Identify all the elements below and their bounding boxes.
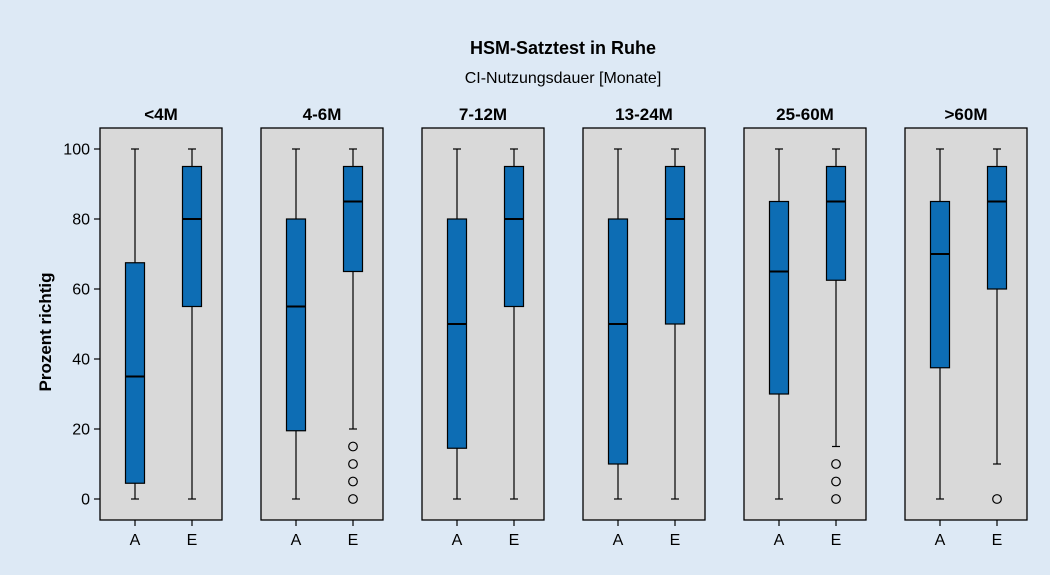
panel-2-e-outlier-4 [348, 494, 358, 504]
panel-6-a-x-tick-label: A [935, 532, 946, 549]
panel-5-e-outlier-3 [831, 494, 841, 504]
panel-3-a-box [446, 218, 468, 449]
y-tick-label-40: 40 [72, 352, 90, 369]
panel-6-e-box [986, 165, 1008, 290]
panel-2-e-outlier-3 [348, 476, 358, 487]
panel-4-a-x-tick-label: A [613, 532, 624, 549]
y-tick-label-60: 60 [72, 282, 90, 299]
panel-2-e-outlier-1 [348, 441, 358, 452]
panel-4-a-box [607, 218, 629, 465]
facet-panels: <4M A E 4-6M A E 7-12M A E 13-24M A E 25-60M A E >60M A E [99, 105, 1028, 549]
panel-2-background [260, 127, 384, 521]
panel-5-e-x-tick-label: E [831, 532, 842, 549]
panel-5-background [743, 127, 867, 521]
panel-6-e-outlier-1 [992, 494, 1002, 504]
panel-2-e-x-tick-label: E [348, 532, 359, 549]
facet-panel-1: <4M A E [99, 105, 223, 549]
panel-6-background [904, 127, 1028, 521]
panel-1-label: <4M [144, 105, 178, 124]
panel-5-label: 25-60M [776, 105, 834, 124]
panel-4-e-box [664, 165, 686, 325]
panel-3-background [421, 127, 545, 521]
panel-5-a-box [768, 200, 790, 395]
panel-6-a-box [929, 200, 951, 369]
panel-1-e-x-tick-label: E [187, 532, 198, 549]
panel-3-label: 7-12M [459, 105, 507, 124]
y-tick-label-0: 0 [81, 492, 90, 509]
y-tick-label-100: 100 [63, 142, 90, 159]
facet-panel-6: >60M A E [904, 105, 1028, 549]
panel-3-e-box [503, 165, 525, 308]
panel-2-a-box [285, 218, 307, 432]
panel-6-e-x-tick-label: E [992, 532, 1003, 549]
panel-1-background [99, 127, 223, 521]
chart-title: HSM-Satztest in Ruhe [470, 38, 656, 58]
y-axis-label: Prozent richtig [36, 272, 55, 391]
panel-2-e-box [342, 165, 364, 273]
y-tick-label-20: 20 [72, 422, 90, 439]
panel-2-label: 4-6M [303, 105, 342, 124]
panel-4-label: 13-24M [615, 105, 673, 124]
facet-panel-2: 4-6M A E [260, 105, 384, 549]
panel-5-e-outlier-1 [831, 459, 841, 469]
panel-3-e-x-tick-label: E [509, 532, 520, 549]
panel-5-a-x-tick-label: A [774, 532, 785, 549]
panel-6-label: >60M [945, 105, 988, 124]
panel-1-e-box [181, 165, 203, 308]
facet-panel-3: 7-12M A E [421, 105, 545, 549]
chart-subtitle: CI-Nutzungsdauer [Monate] [465, 70, 662, 87]
facet-panel-4: 13-24M A E [582, 105, 706, 549]
panel-5-e-box [825, 165, 847, 281]
panel-1-a-x-tick-label: A [130, 532, 141, 549]
facet-panel-5: 25-60M A E [743, 105, 867, 549]
y-axis: 0 20 40 60 80 100 [63, 142, 100, 509]
panel-4-e-x-tick-label: E [670, 532, 681, 549]
panel-4-background [582, 127, 706, 521]
panel-2-e-outlier-2 [348, 459, 358, 469]
panel-5-e-outlier-2 [831, 476, 841, 487]
panel-2-a-x-tick-label: A [291, 532, 302, 549]
panel-3-a-x-tick-label: A [452, 532, 463, 549]
panel-1-a-box [124, 262, 146, 484]
y-tick-label-80: 80 [72, 212, 90, 229]
